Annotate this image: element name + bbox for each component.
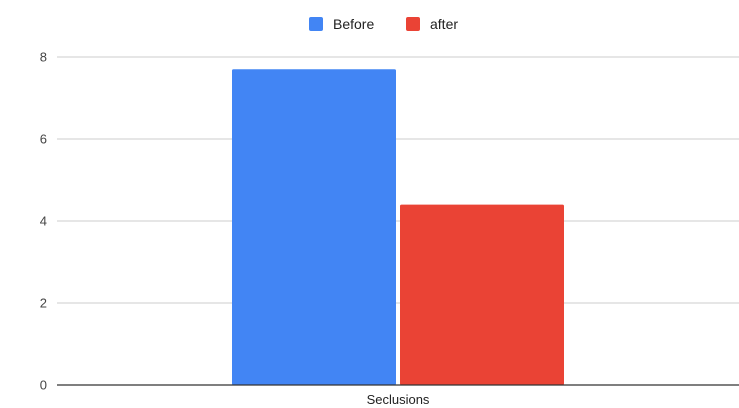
y-tick-label: 4 xyxy=(40,214,47,229)
axes: 0 2 4 6 8 Seclusions xyxy=(40,50,739,407)
legend-swatch-before xyxy=(309,17,323,31)
bar-group xyxy=(232,69,564,386)
legend-swatch-after xyxy=(406,17,420,31)
y-tick-label: 2 xyxy=(40,296,47,311)
legend-label-after: after xyxy=(430,16,458,32)
y-tick-label: 6 xyxy=(40,132,47,147)
x-category-label: Seclusions xyxy=(367,392,430,407)
y-tick-label: 8 xyxy=(40,50,47,65)
bar-after-seclusions xyxy=(400,204,564,385)
bar-before-seclusions xyxy=(232,69,396,386)
gridlines xyxy=(57,56,739,304)
legend: Before after xyxy=(309,16,458,32)
y-tick-label: 0 xyxy=(40,378,47,393)
legend-label-before: Before xyxy=(333,16,374,32)
